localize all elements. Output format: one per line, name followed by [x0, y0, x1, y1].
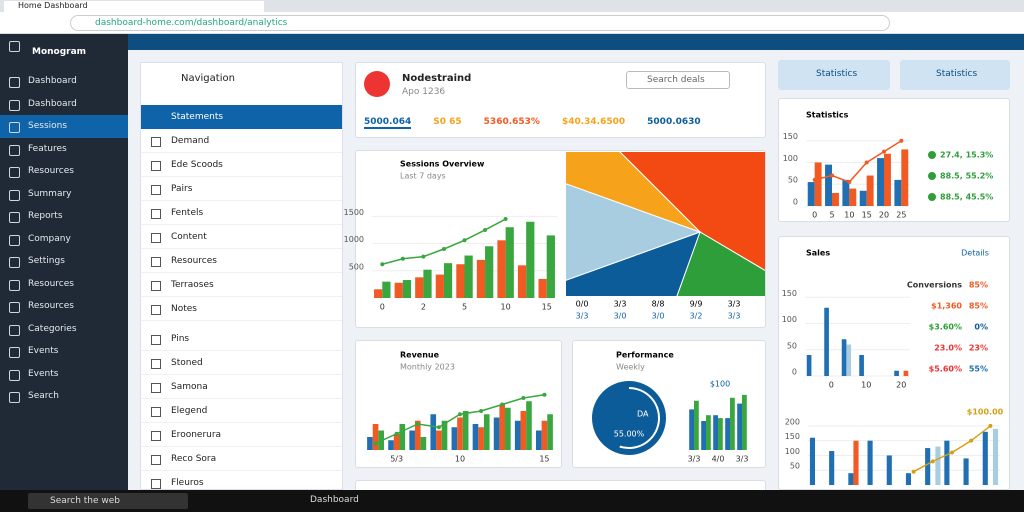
sidebar-item[interactable]: Search — [0, 385, 128, 408]
panel-item[interactable]: Pins — [141, 327, 342, 351]
tab[interactable]: 5000.064 — [364, 117, 412, 129]
button[interactable]: Statistics — [778, 60, 890, 90]
tab[interactable]: 5360.653% — [483, 117, 540, 127]
sidebar-title: Monogram — [0, 34, 128, 70]
panel: Navigation Statements Demand Ede Scoods Pa… — [140, 62, 343, 495]
button[interactable]: Statistics — [900, 60, 1010, 90]
taskbar-search[interactable]: Search the web — [28, 493, 188, 509]
stats-card — [778, 98, 1010, 222]
panel-item[interactable]: Fentels — [141, 201, 342, 225]
panel-items: Demand Ede Scoods Pairs Fentels Content Resou… — [141, 129, 342, 495]
sidebar-item[interactable]: Events — [0, 340, 128, 363]
sidebar-item[interactable]: Dashboard — [0, 70, 128, 93]
sidebar-item[interactable]: Sessions — [0, 115, 128, 138]
search[interactable]: Search deals — [626, 71, 730, 89]
logo — [364, 71, 390, 97]
address-bar: dashboard-home.com/dashboard/analytics — [0, 12, 1024, 34]
sidebar-items: Dashboard Dashboard Sessions Features Resour… — [0, 70, 128, 408]
panel-item[interactable]: Stoned — [141, 351, 342, 375]
sidebar-item[interactable]: Resources — [0, 160, 128, 183]
taskbar: Search the web Dashboard — [0, 490, 1024, 512]
panel-title: Navigation — [181, 73, 235, 84]
tab[interactable]: $40.34.6500 — [561, 117, 626, 127]
tab[interactable]: 5000.0630 — [647, 117, 701, 127]
url[interactable]: dashboard-home.com/dashboard/analytics — [70, 15, 890, 31]
sidebar-item[interactable]: Dashboard — [0, 93, 128, 116]
performance-card — [572, 340, 766, 468]
panel-active[interactable]: Statements — [141, 105, 342, 129]
panel-item[interactable]: Elegend — [141, 399, 342, 423]
sidebar-item[interactable]: Company — [0, 228, 128, 251]
tab[interactable]: S0 65 — [433, 117, 462, 127]
panel-item[interactable]: Samona — [141, 375, 342, 399]
sidebar-item[interactable]: Resources — [0, 273, 128, 296]
sales-card — [778, 236, 1010, 490]
panel-item[interactable]: Reco Sora — [141, 447, 342, 471]
panel-item[interactable]: Notes — [141, 297, 342, 321]
header-strip — [0, 34, 1024, 50]
taskbar-app[interactable]: Dashboard — [310, 495, 359, 505]
panel-item[interactable]: Pairs — [141, 177, 342, 201]
card-title: Nodestraind — [402, 73, 472, 84]
tab-bar: Home Dashboard — [0, 0, 1024, 12]
tabs: 5000.064 S0 65 5360.653% $40.34.6500 5000.06… — [364, 117, 764, 129]
sidebar-item[interactable]: Resources — [0, 295, 128, 318]
chart-card — [355, 150, 766, 328]
panel-item[interactable]: Resources — [141, 249, 342, 273]
tab[interactable]: Home Dashboard — [4, 1, 264, 12]
panel-item[interactable]: Demand — [141, 129, 342, 153]
panel-item[interactable]: Terraoses — [141, 273, 342, 297]
sidebar-item[interactable]: Events — [0, 363, 128, 386]
sidebar-item[interactable]: Summary — [0, 183, 128, 206]
revenue-card — [355, 340, 562, 468]
sidebar-item[interactable]: Reports — [0, 205, 128, 228]
panel-item[interactable]: Eroonerura — [141, 423, 342, 447]
sidebar: Monogram Dashboard Dashboard Sessions Featu… — [0, 34, 128, 490]
panel-item[interactable]: Content — [141, 225, 342, 249]
sidebar-item[interactable]: Categories — [0, 318, 128, 341]
sidebar-item[interactable]: Settings — [0, 250, 128, 273]
header-card: Nodestraind Apo 1236 Search deals 5000.0… — [355, 62, 766, 138]
panel-item[interactable]: Ede Scoods — [141, 153, 342, 177]
sidebar-item[interactable]: Features — [0, 138, 128, 161]
card-subtitle: Apo 1236 — [402, 87, 446, 97]
